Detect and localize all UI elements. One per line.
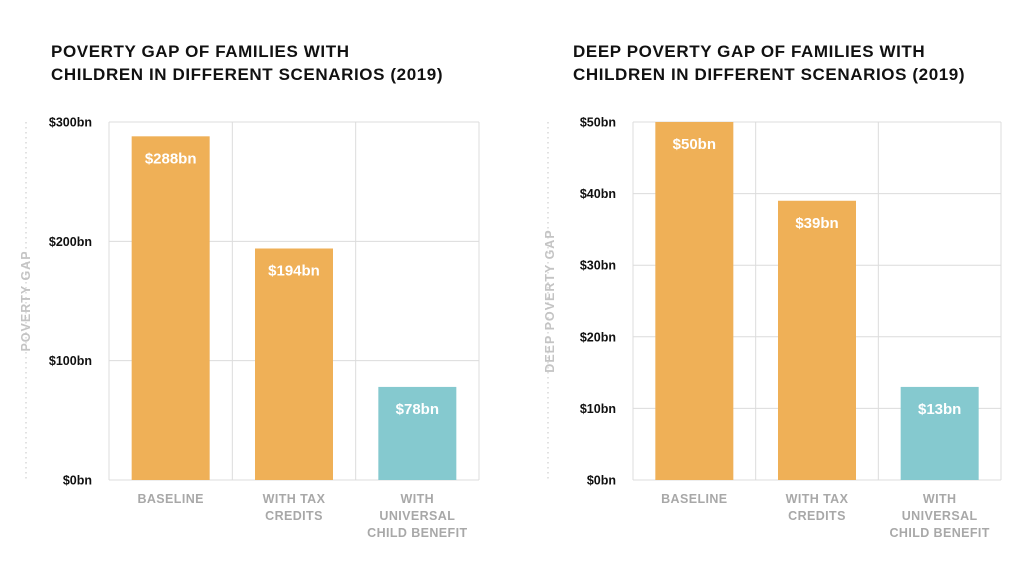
x-category-label: BASELINE — [661, 492, 727, 506]
y-tick-label: $40bn — [580, 187, 616, 201]
x-category-label: WITH UNIVERSAL CHILD BENEFIT — [367, 492, 467, 540]
bar — [655, 122, 734, 480]
y-tick-label: $100bn — [49, 354, 92, 368]
x-category-label: WITH TAX CREDITS — [786, 492, 849, 523]
y-tick-label: $0bn — [63, 474, 92, 488]
y-tick-label: $30bn — [580, 259, 616, 273]
y-axis-label: DEEP POVERTY GAP — [543, 229, 557, 372]
bar — [255, 248, 333, 480]
y-tick-label: $20bn — [580, 330, 616, 344]
chart-title-deep-poverty-gap: DEEP POVERTY GAP OF FAMILIES WITH CHILDR… — [573, 42, 966, 84]
bar-data-label: $13bn — [918, 401, 961, 418]
bar — [778, 200, 856, 480]
bar-data-label: $78bn — [396, 401, 439, 418]
y-tick-label: $10bn — [580, 402, 616, 416]
bar — [378, 386, 457, 480]
y-axis-label: POVERTY GAP — [19, 250, 33, 351]
y-tick-label: $200bn — [49, 235, 92, 249]
x-category-label: WITH TAX CREDITS — [263, 492, 326, 523]
x-category-label: BASELINE — [137, 492, 203, 506]
chart-title-poverty-gap: POVERTY GAP OF FAMILIES WITH CHILDREN IN… — [51, 42, 444, 84]
bar-data-label: $50bn — [673, 136, 716, 153]
bar — [131, 136, 210, 480]
x-category-label: WITH UNIVERSAL CHILD BENEFIT — [889, 492, 989, 540]
bar-data-label: $194bn — [268, 262, 320, 279]
y-tick-label: $0bn — [587, 474, 616, 488]
bar-data-label: $288bn — [145, 150, 197, 167]
y-tick-label: $50bn — [580, 116, 616, 130]
y-tick-label: $300bn — [49, 116, 92, 130]
bar-data-label: $39bn — [795, 215, 838, 232]
bar — [900, 386, 979, 480]
